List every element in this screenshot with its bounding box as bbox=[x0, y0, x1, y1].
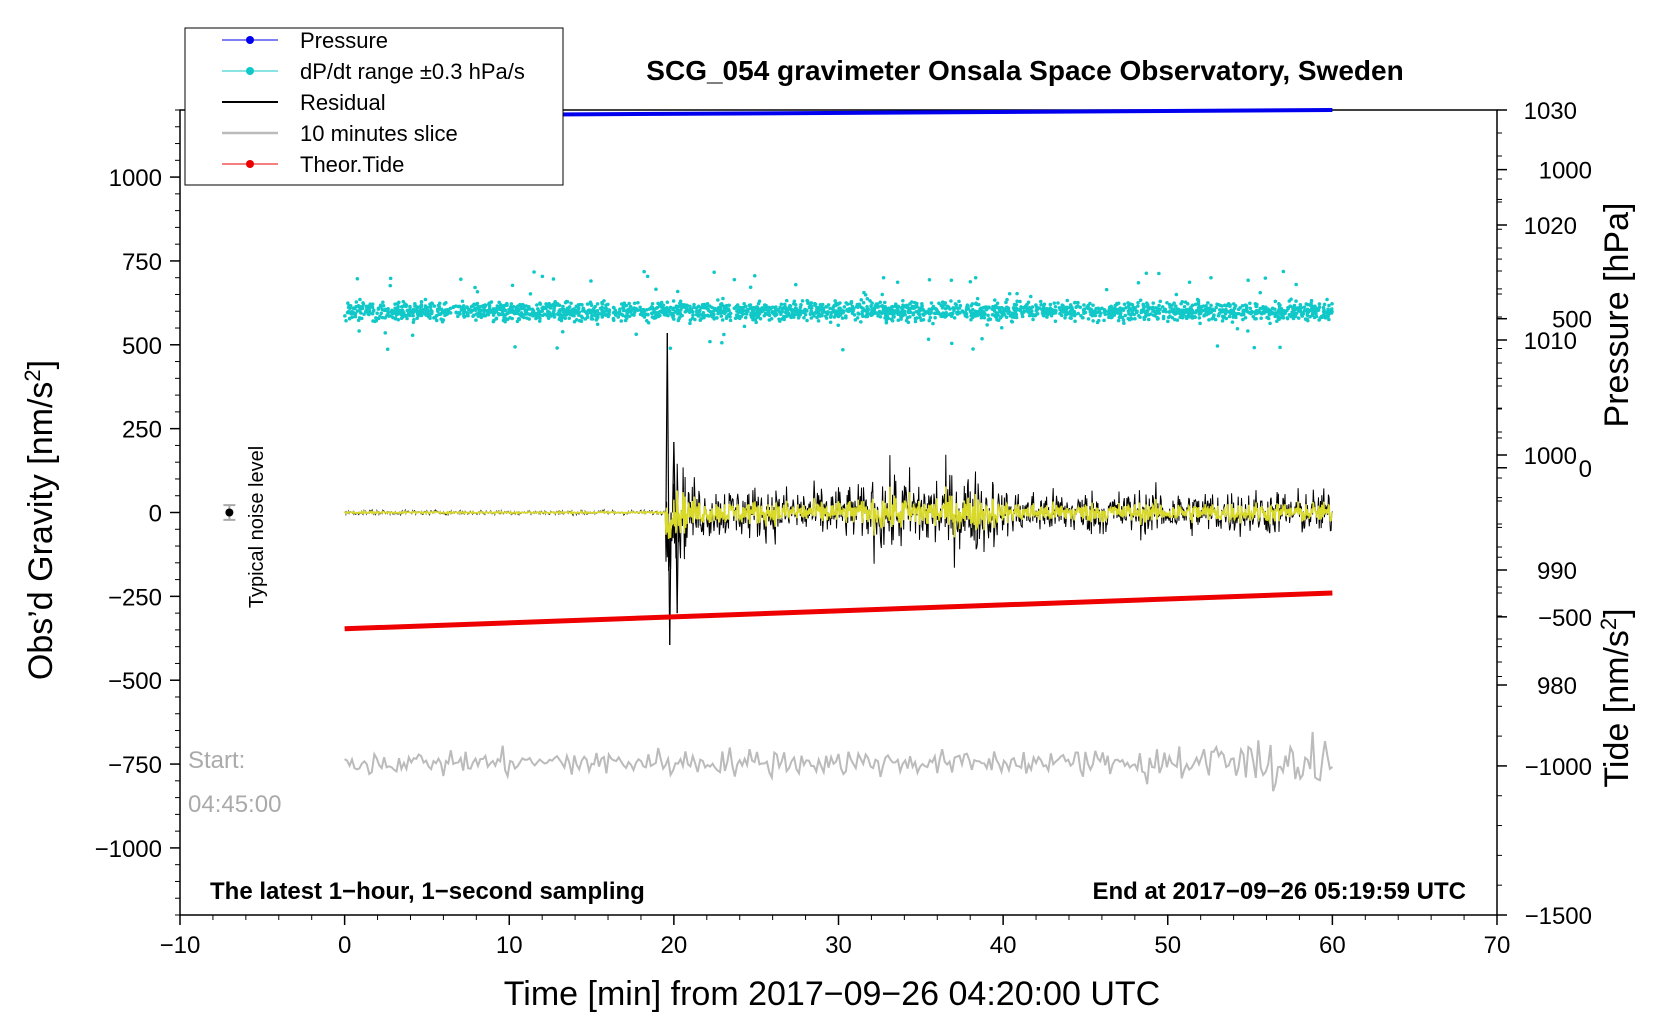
tide-line bbox=[344, 590, 1333, 632]
pressure-tick-label: 980 bbox=[1537, 673, 1577, 700]
x-tick-label: −10 bbox=[160, 932, 201, 959]
legend-item-pressure: Pressure bbox=[222, 28, 388, 53]
y-tick-label-left: −500 bbox=[108, 668, 162, 695]
residual-filtered-line bbox=[344, 486, 1334, 540]
sampling-note: The latest 1−hour, 1−second sampling bbox=[210, 878, 645, 905]
legend-marker-tide bbox=[246, 160, 254, 168]
legend-item-dpdt: dP/dt range ±0.3 hPa/s bbox=[222, 59, 525, 84]
legend-label-tide: Theor.Tide bbox=[300, 152, 404, 177]
y-axis-label-tide: Tide [nm/s2] bbox=[1596, 608, 1636, 787]
x-axis-label: Time [min] from 2017−09−26 04:20:00 UTC bbox=[504, 975, 1160, 1013]
tide-tick-label: 500 bbox=[1552, 307, 1592, 334]
pressure-tick-label: 1010 bbox=[1524, 328, 1577, 355]
tide-tick-label: 1000 bbox=[1539, 158, 1592, 185]
y-axis-label-left-main: Obs’d Gravity [nm/s bbox=[22, 382, 60, 681]
tide-tick-label: −1500 bbox=[1525, 903, 1592, 930]
legend-box bbox=[184, 27, 564, 186]
x-tick-label: 10 bbox=[496, 932, 523, 959]
y-tick-label-left: 0 bbox=[149, 501, 162, 528]
x-tick-label: 50 bbox=[1154, 932, 1181, 959]
y-tick-label-left: 500 bbox=[122, 333, 162, 360]
residual-spike bbox=[666, 333, 670, 513]
residual-spike bbox=[676, 512, 680, 614]
x-tick-label: 20 bbox=[661, 932, 688, 959]
legend-marker-pressure bbox=[246, 36, 254, 44]
tide-tick-label: −1000 bbox=[1525, 754, 1592, 781]
pressure-tick-label: 1020 bbox=[1524, 213, 1577, 240]
y-tick-label-left: −250 bbox=[108, 584, 162, 611]
chart-title: SCG_054 gravimeter Onsala Space Observat… bbox=[646, 55, 1403, 86]
y-tick-label-left: 250 bbox=[122, 417, 162, 444]
x-tick-label: 70 bbox=[1484, 932, 1511, 959]
y-axis-label-left: Obs’d Gravity [nm/s2] bbox=[20, 360, 60, 680]
y-axis-label-tide-end: ] bbox=[1598, 608, 1636, 617]
y-axis-label-left-end: ] bbox=[22, 360, 60, 369]
x-tick-label: 60 bbox=[1319, 932, 1346, 959]
noise-marker bbox=[225, 508, 234, 517]
x-tick-label: 30 bbox=[825, 932, 852, 959]
pressure-tick-label: 1030 bbox=[1524, 98, 1577, 125]
tide-tick-label: −500 bbox=[1538, 605, 1592, 632]
legend-item-slice: 10 minutes slice bbox=[222, 121, 458, 146]
y-tick-label-left: −1000 bbox=[95, 836, 162, 863]
y-axis-label-pressure: Pressure [hPa] bbox=[1598, 203, 1636, 428]
legend-item-tide: Theor.Tide bbox=[222, 152, 404, 177]
pressure-tick-label: 1000 bbox=[1524, 443, 1577, 470]
y-axis-label-tide-sup: 2 bbox=[1596, 618, 1621, 630]
x-tick-label: 40 bbox=[990, 932, 1017, 959]
legend-label-dpdt: dP/dt range ±0.3 hPa/s bbox=[300, 59, 525, 84]
y-tick-label-left: 750 bbox=[122, 249, 162, 276]
slice-line bbox=[344, 731, 1334, 792]
legend-label-slice: 10 minutes slice bbox=[300, 121, 458, 146]
end-time-note: End at 2017−09−26 05:19:59 UTC bbox=[1092, 878, 1466, 905]
start-label: Start: bbox=[188, 747, 245, 774]
y-axis-label-left-sup: 2 bbox=[20, 369, 45, 381]
legend-marker-dpdt bbox=[246, 67, 254, 75]
legend-label-residual: Residual bbox=[300, 90, 386, 115]
tide-tick-label: 0 bbox=[1579, 456, 1592, 483]
x-tick-label: 0 bbox=[338, 932, 351, 959]
y-axis-label-tide-main: Tide [nm/s bbox=[1598, 630, 1636, 787]
y-tick-label-left: −750 bbox=[108, 752, 162, 779]
legend: Pressure dP/dt range ±0.3 hPa/s Residual… bbox=[184, 27, 564, 186]
residual-spike bbox=[673, 442, 676, 513]
legend-label-pressure: Pressure bbox=[300, 28, 388, 53]
legend-item-residual: Residual bbox=[222, 90, 386, 115]
dpdt-scatter bbox=[343, 269, 1334, 352]
start-time-label: 04:45:00 bbox=[188, 791, 281, 818]
pressure-tick-label: 990 bbox=[1537, 558, 1577, 585]
noise-level-label: Typical noise level bbox=[246, 446, 268, 608]
y-tick-label-left: 1000 bbox=[109, 165, 162, 192]
ticks-group: −10 0 10 20 30 40 50 60 7010007505002500−250−500… bbox=[95, 98, 1592, 959]
